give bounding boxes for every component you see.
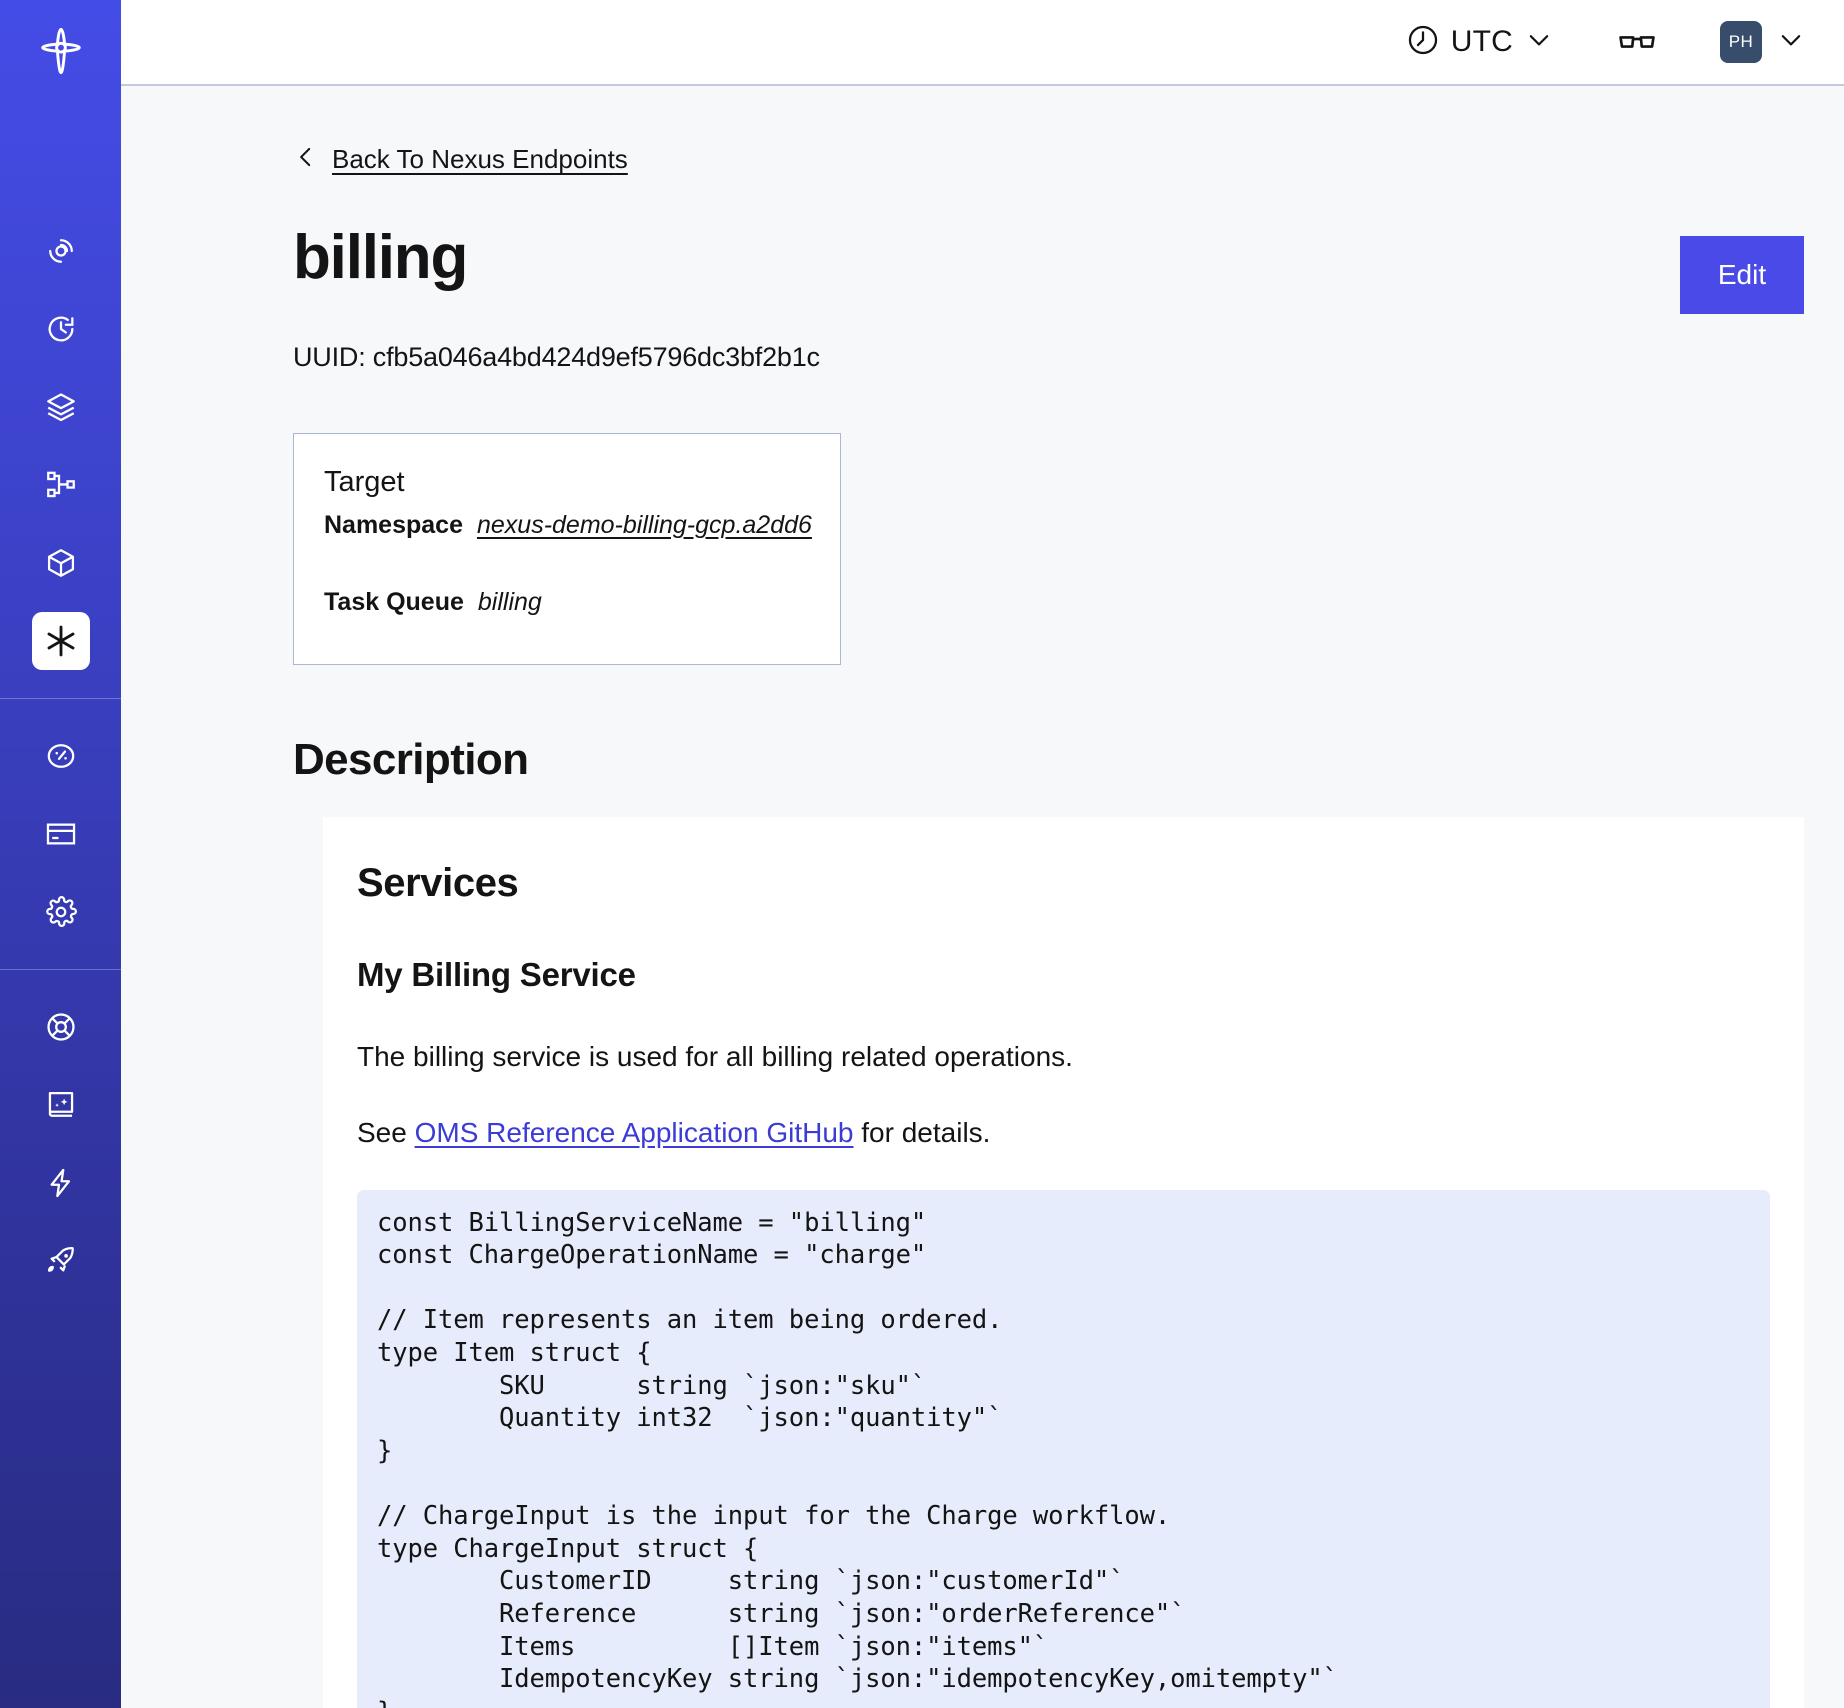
- sidebar-item-billing[interactable]: [32, 805, 90, 863]
- target-task-queue-value: billing: [477, 588, 542, 616]
- primary-sidebar: [0, 0, 121, 1708]
- reading-glasses-icon[interactable]: [1616, 21, 1658, 63]
- top-bar: UTC PH: [121, 0, 1844, 86]
- see-suffix: for details.: [853, 1116, 991, 1148]
- sidebar-item-docs[interactable]: [32, 1076, 90, 1134]
- sidebar-item-recent[interactable]: [32, 222, 90, 280]
- sidebar-divider-1: [0, 698, 121, 699]
- see-prefix: See: [357, 1116, 415, 1148]
- user-menu[interactable]: PH: [1720, 21, 1806, 63]
- target-card: Target Namespace nexus-demo-billing-gcp.…: [293, 433, 841, 665]
- description-see-line: See OMS Reference Application GitHub for…: [357, 1114, 1770, 1152]
- sidebar-group-account: [0, 699, 121, 969]
- description-h1: Services: [357, 861, 519, 905]
- temporal-logo-icon[interactable]: [32, 22, 90, 80]
- sidebar-item-nexus[interactable]: [31, 612, 90, 670]
- page-title: billing: [293, 223, 468, 292]
- endpoint-uuid: UUID: cfb5a046a4bd424d9ef5796dc3bf2b1c: [293, 342, 820, 372]
- description-heading: Description: [293, 735, 529, 784]
- sidebar-group-help: [0, 970, 121, 1292]
- back-to-nexus-endpoints-link[interactable]: Back To Nexus Endpoints: [121, 86, 628, 175]
- description-paragraph: The billing service is used for all bill…: [357, 1041, 1073, 1072]
- sidebar-item-batch-operations[interactable]: [32, 378, 90, 436]
- target-heading: Target: [324, 466, 405, 498]
- content-area: Back To Nexus Endpoints billing Edit UUI…: [121, 86, 1844, 1708]
- target-namespace-row: Namespace nexus-demo-billing-gcp.a2dd6: [324, 511, 840, 540]
- edit-button[interactable]: Edit: [1680, 236, 1804, 314]
- page-header-row: billing Edit: [121, 175, 1844, 314]
- sidebar-item-launch[interactable]: [32, 1232, 90, 1290]
- sidebar-divider-2: [0, 969, 121, 970]
- avatar: PH: [1720, 21, 1762, 63]
- sidebar-item-task-queues[interactable]: [32, 456, 90, 514]
- timezone-label: UTC: [1450, 25, 1513, 58]
- sidebar-item-deployments[interactable]: [32, 534, 90, 592]
- back-link-label: Back To Nexus Endpoints: [332, 144, 628, 174]
- oms-reference-application-github-link[interactable]: OMS Reference Application GitHub: [414, 1116, 854, 1148]
- target-namespace-value[interactable]: nexus-demo-billing-gcp.a2dd6: [476, 511, 812, 539]
- clock-icon: [1406, 23, 1440, 62]
- sidebar-item-settings[interactable]: [32, 883, 90, 941]
- chevron-down-icon: [1524, 25, 1554, 60]
- main-area: UTC PH: [121, 0, 1844, 1708]
- sidebar-item-schedules[interactable]: [32, 300, 90, 358]
- chevron-left-icon: [293, 144, 319, 175]
- description-panel: Services My Billing Service The billing …: [323, 817, 1804, 1708]
- sidebar-item-whats-new[interactable]: [32, 1154, 90, 1212]
- sidebar-group-primary: [0, 220, 121, 672]
- chevron-down-icon: [1776, 25, 1806, 60]
- sidebar-item-usage[interactable]: [32, 727, 90, 785]
- description-code-block: const BillingServiceName = "billing" con…: [357, 1189, 1770, 1708]
- target-task-queue-row: Task Queue billing: [324, 588, 840, 617]
- target-namespace-label: Namespace: [324, 511, 463, 539]
- sidebar-item-support[interactable]: [32, 998, 90, 1056]
- description-h2: My Billing Service: [357, 956, 636, 993]
- target-task-queue-label: Task Queue: [324, 588, 464, 616]
- timezone-picker[interactable]: UTC: [1406, 23, 1554, 62]
